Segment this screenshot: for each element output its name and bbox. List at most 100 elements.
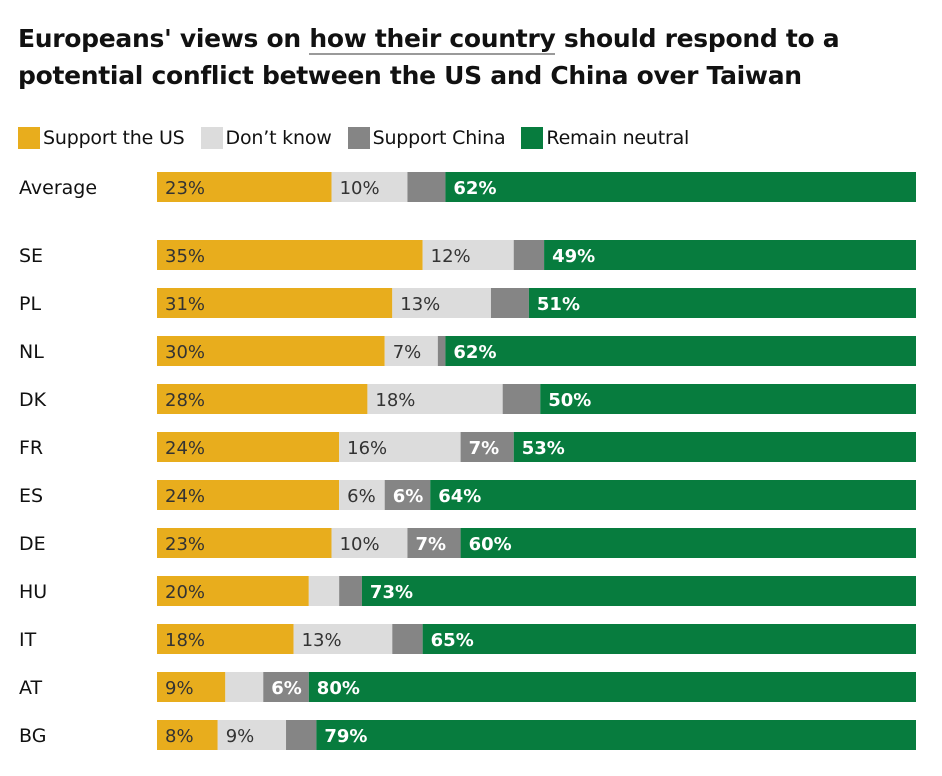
bar-at-remain-neutral (308, 672, 916, 702)
bar-at-support-china (263, 672, 309, 702)
bar-pl-remain-neutral (528, 288, 916, 318)
data-label-pl-support-the-us: 31% (165, 294, 205, 315)
bar-de-don-t-know (331, 528, 408, 558)
data-label-de-remain-neutral: 60% (469, 534, 512, 555)
row-label-average: Average (19, 177, 97, 199)
data-label-at-support-the-us: 9% (165, 678, 194, 699)
data-label-at-support-china: 6% (271, 678, 302, 699)
bar-bg-don-t-know (217, 720, 287, 750)
bar-it-remain-neutral (422, 624, 916, 654)
data-label-es-support-the-us: 24% (165, 486, 205, 507)
bar-dk-support-the-us (157, 384, 368, 414)
data-label-pl-remain-neutral: 51% (537, 294, 580, 315)
title-text-1: Europeans' views on (18, 24, 310, 53)
data-label-es-don-t-know: 6% (347, 486, 376, 507)
data-label-es-support-china: 6% (393, 486, 424, 507)
legend-swatch-support-us (18, 127, 40, 149)
data-label-average-support-the-us: 23% (165, 178, 205, 199)
legend-item-dont-know: Don’t know (200, 127, 332, 149)
data-label-fr-support-the-us: 24% (165, 438, 205, 459)
bar-dk-remain-neutral (540, 384, 916, 414)
bar-average-support-china (407, 172, 446, 202)
row-label-bg: BG (19, 725, 46, 747)
bar-hu-remain-neutral (361, 576, 916, 606)
row-label-se: SE (19, 245, 43, 267)
legend-swatch-dont-know (200, 127, 223, 149)
legend: Support the US Don’t know Support China … (18, 126, 705, 150)
row-label-hu: HU (19, 581, 47, 603)
row-label-it: IT (19, 629, 37, 651)
bar-fr-don-t-know (339, 432, 461, 462)
data-label-dk-support-the-us: 28% (165, 390, 205, 411)
data-label-de-support-china: 7% (415, 534, 446, 555)
legend-swatch-remain-neutral (521, 127, 544, 149)
bar-de-support-china (407, 528, 461, 558)
bar-bg-support-the-us (157, 720, 218, 750)
bar-es-don-t-know (339, 480, 385, 510)
bar-nl-support-the-us (157, 336, 385, 366)
bar-bg-remain-neutral (316, 720, 916, 750)
bar-nl-support-china (437, 336, 446, 366)
row-label-at: AT (19, 677, 43, 699)
bar-hu-support-the-us (157, 576, 309, 606)
data-label-pl-don-t-know: 13% (400, 294, 440, 315)
legend-label-support-us: Support the US (43, 127, 185, 149)
bar-average-don-t-know (331, 172, 408, 202)
data-label-fr-don-t-know: 16% (347, 438, 387, 459)
data-label-se-don-t-know: 12% (431, 246, 471, 267)
title-text-2: should respond to a potential conflict b… (18, 24, 840, 90)
bar-bg-support-china (286, 720, 317, 750)
data-label-hu-support-the-us: 20% (165, 582, 205, 603)
bar-average-support-the-us (157, 172, 332, 202)
chart-title: Europeans' views on how their country sh… (18, 20, 928, 94)
bar-fr-support-the-us (157, 432, 340, 462)
bar-average-remain-neutral (445, 172, 916, 202)
data-label-es-remain-neutral: 64% (438, 486, 481, 507)
row-label-pl: PL (19, 293, 41, 315)
bar-se-support-the-us (157, 240, 423, 270)
bar-dk-don-t-know (367, 384, 503, 414)
data-label-bg-don-t-know: 9% (226, 726, 255, 747)
data-label-fr-remain-neutral: 53% (522, 438, 565, 459)
data-label-nl-remain-neutral: 62% (453, 342, 496, 363)
data-label-se-remain-neutral: 49% (552, 246, 595, 267)
data-label-dk-remain-neutral: 50% (548, 390, 591, 411)
data-label-it-support-the-us: 18% (165, 630, 205, 651)
data-label-bg-remain-neutral: 79% (324, 726, 367, 747)
bar-nl-remain-neutral (445, 336, 916, 366)
bar-pl-support-china (490, 288, 529, 318)
bar-pl-don-t-know (392, 288, 491, 318)
data-label-at-remain-neutral: 80% (317, 678, 360, 699)
data-label-nl-don-t-know: 7% (393, 342, 422, 363)
bar-pl-support-the-us (157, 288, 393, 318)
data-label-it-remain-neutral: 65% (431, 630, 474, 651)
bar-es-support-china (384, 480, 431, 510)
legend-swatch-support-china (347, 127, 370, 149)
data-label-it-don-t-know: 13% (302, 630, 342, 651)
row-label-dk: DK (19, 389, 47, 411)
bar-es-remain-neutral (430, 480, 916, 510)
legend-item-support-china: Support China (347, 127, 506, 149)
bar-se-don-t-know (422, 240, 514, 270)
title-text-underlined: how their country (309, 24, 556, 55)
data-label-hu-remain-neutral: 73% (370, 582, 413, 603)
data-label-average-remain-neutral: 62% (453, 178, 496, 199)
bar-fr-support-china (460, 432, 514, 462)
row-label-nl: NL (19, 341, 44, 363)
bar-at-don-t-know (225, 672, 264, 702)
data-label-bg-support-the-us: 8% (165, 726, 194, 747)
legend-item-support-us: Support the US (18, 127, 185, 149)
bar-se-support-china (513, 240, 545, 270)
legend-label-dont-know: Don’t know (225, 127, 332, 149)
row-label-es: ES (19, 485, 43, 507)
bar-fr-remain-neutral (513, 432, 916, 462)
bar-es-support-the-us (157, 480, 340, 510)
bar-it-support-the-us (157, 624, 294, 654)
bar-se-remain-neutral (544, 240, 916, 270)
legend-item-remain-neutral: Remain neutral (521, 127, 689, 149)
legend-label-remain-neutral: Remain neutral (546, 127, 690, 149)
bar-it-support-china (392, 624, 423, 654)
data-label-de-don-t-know: 10% (340, 534, 380, 555)
bar-it-don-t-know (293, 624, 393, 654)
